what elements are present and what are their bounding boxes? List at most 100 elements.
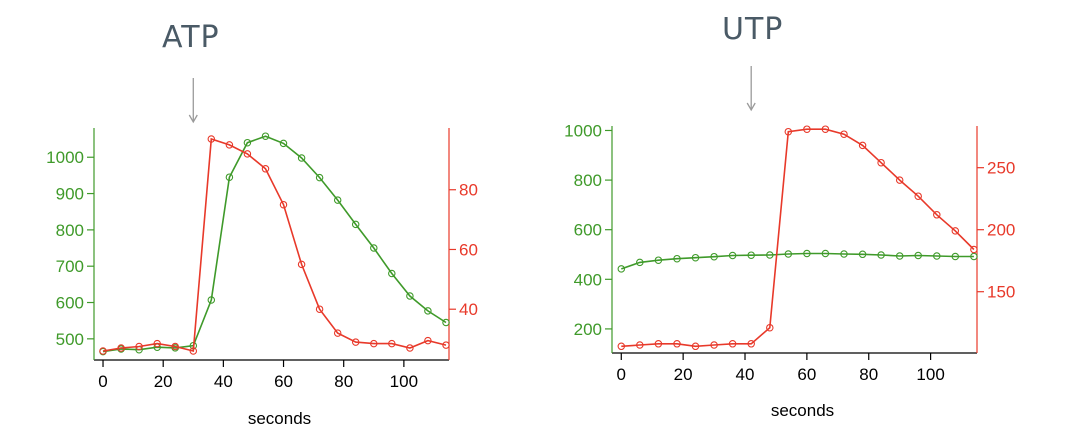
green-series-point xyxy=(784,250,793,258)
red-series-point xyxy=(171,342,179,351)
green-series-point xyxy=(424,307,432,315)
red-series-point xyxy=(153,339,161,348)
stimulus-arrow-head xyxy=(746,102,756,112)
green-series-point xyxy=(388,269,396,278)
red-series-point xyxy=(297,260,306,269)
green-series-point xyxy=(243,138,252,147)
green-series-point xyxy=(654,256,663,264)
left-tick-label: 1000 xyxy=(46,148,84,167)
red-series-point xyxy=(710,341,718,349)
chart-atp: 0 20 40 60 80 100 seconds 500 600 700 800 900 1000 40… xyxy=(46,78,478,428)
green-series-point xyxy=(406,292,414,300)
red-series-point xyxy=(207,135,216,143)
green-series-point xyxy=(728,251,737,260)
red-series-point xyxy=(803,125,811,133)
green-series-point xyxy=(297,154,306,162)
green-series-point xyxy=(895,252,904,260)
left-tick-label: 800 xyxy=(56,221,84,240)
red-series-point xyxy=(914,192,922,200)
red-series-point xyxy=(636,341,644,349)
red-series-point xyxy=(747,340,755,348)
green-series-point xyxy=(333,196,342,204)
x-tick-label: 40 xyxy=(214,372,233,391)
left-tick-label: 900 xyxy=(56,185,84,204)
chart-utp: 0 20 40 60 80 100 seconds 200 400 600 800 1000 150 20… xyxy=(564,66,1015,420)
red-series-line xyxy=(621,128,975,348)
red-series-point xyxy=(728,340,737,348)
red-series-point xyxy=(406,344,414,352)
green-series-point xyxy=(279,139,288,148)
red-series-point xyxy=(951,227,960,235)
green-series-point xyxy=(951,252,960,261)
green-series-point xyxy=(858,250,867,259)
green-series-point xyxy=(840,250,848,258)
green-series-point xyxy=(821,249,830,258)
right-tick-label: 60 xyxy=(459,240,478,259)
green-series-point xyxy=(261,132,270,140)
red-series-point xyxy=(388,339,396,348)
left-tick-label: 1000 xyxy=(564,121,602,140)
green-series-point xyxy=(673,254,681,263)
red-series-line xyxy=(102,137,447,353)
red-series-point xyxy=(654,340,663,348)
left-tick-label: 600 xyxy=(56,294,84,313)
x-tick-label: 100 xyxy=(390,372,418,391)
stimulus-arrow-head xyxy=(188,114,198,124)
green-series-point xyxy=(710,252,718,261)
red-series-point xyxy=(225,141,234,149)
x-tick-label: 40 xyxy=(736,365,755,384)
red-series-point xyxy=(117,344,125,352)
red-series-point xyxy=(99,347,107,355)
right-tick-label: 80 xyxy=(459,181,478,200)
right-tick-label: 250 xyxy=(987,159,1015,178)
x-tick-label: 100 xyxy=(916,365,944,384)
red-series-point xyxy=(821,125,830,133)
left-tick-label: 700 xyxy=(56,257,84,276)
green-series-point xyxy=(691,253,700,262)
green-series-point xyxy=(914,251,922,260)
x-tick-label: 60 xyxy=(274,372,293,391)
red-series-point xyxy=(877,158,885,167)
green-series-point xyxy=(747,251,755,259)
green-series-line xyxy=(102,135,447,353)
chart-title-atp: ATP xyxy=(162,20,220,55)
red-series-point xyxy=(279,200,288,209)
green-series-point xyxy=(315,173,324,182)
x-tick-label: 0 xyxy=(98,372,107,391)
red-series-point xyxy=(189,347,198,355)
red-series-point xyxy=(135,342,143,351)
green-series-point xyxy=(617,265,626,273)
red-series-point xyxy=(351,338,360,346)
red-series-point xyxy=(933,211,941,219)
green-series-point xyxy=(207,296,216,304)
right-tick-label: 40 xyxy=(459,300,478,319)
red-series-point xyxy=(617,342,626,351)
green-series-point xyxy=(225,173,234,181)
green-series-point xyxy=(970,252,978,261)
x-tick-label: 80 xyxy=(334,372,353,391)
red-series-point xyxy=(784,127,793,136)
green-series-point xyxy=(877,251,885,259)
red-series-point xyxy=(370,339,378,348)
red-series-point xyxy=(261,165,270,173)
green-series-point xyxy=(351,220,360,229)
x-tick-label: 20 xyxy=(674,365,693,384)
right-tick-label: 200 xyxy=(987,221,1015,240)
left-tick-label: 800 xyxy=(574,171,602,190)
left-tick-label: 400 xyxy=(574,270,602,289)
green-series-point xyxy=(766,251,774,259)
left-tick-label: 600 xyxy=(574,221,602,240)
red-series-point xyxy=(673,340,681,348)
red-series-point xyxy=(691,342,700,351)
red-series-point xyxy=(243,150,252,158)
x-tick-label: 20 xyxy=(154,372,173,391)
green-series-point xyxy=(803,249,811,258)
red-series-point xyxy=(442,341,450,349)
chart-title-utp: UTP xyxy=(722,12,784,47)
x-axis-label: seconds xyxy=(248,409,311,428)
red-series-point xyxy=(895,176,904,184)
green-series-point xyxy=(933,252,941,260)
red-series-point xyxy=(315,305,324,313)
